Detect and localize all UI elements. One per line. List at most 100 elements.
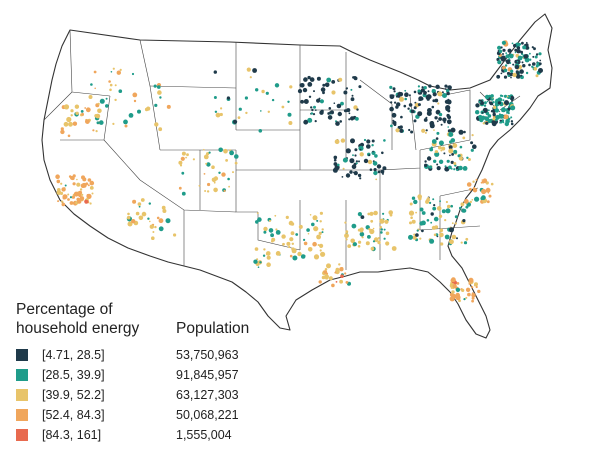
county-dot	[61, 202, 66, 207]
county-dot	[358, 160, 360, 163]
county-dot	[501, 40, 506, 45]
county-dot	[486, 200, 490, 204]
county-dot	[76, 178, 78, 181]
county-dot	[451, 153, 454, 156]
county-dot	[392, 120, 397, 125]
county-dot	[85, 182, 89, 186]
county-dot	[350, 88, 353, 91]
county-dot	[300, 99, 304, 104]
county-dot	[512, 72, 517, 78]
county-dot	[178, 160, 183, 165]
county-dot	[118, 89, 123, 93]
county-dot	[413, 199, 418, 205]
county-dot	[181, 171, 185, 175]
county-dot	[260, 110, 262, 112]
county-dot	[344, 272, 347, 275]
state-boundary	[149, 85, 237, 89]
county-dot	[465, 237, 469, 241]
county-dot	[165, 218, 171, 224]
county-dot	[471, 286, 474, 289]
county-dot	[425, 129, 428, 132]
county-dot	[510, 76, 512, 79]
county-dot	[94, 87, 96, 90]
county-dot	[400, 115, 403, 119]
county-dot	[353, 171, 358, 176]
county-dot	[459, 145, 463, 149]
county-dot	[266, 262, 271, 268]
county-dot	[87, 178, 92, 182]
county-dot	[215, 112, 221, 118]
county-dot	[282, 242, 285, 246]
county-dot	[436, 206, 442, 211]
county-dot	[275, 251, 281, 256]
county-dot	[463, 298, 466, 301]
county-dot	[519, 69, 524, 74]
county-dot	[453, 168, 456, 171]
county-dot	[68, 175, 72, 178]
county-dot	[500, 72, 503, 75]
county-dot	[367, 212, 371, 216]
county-dot	[435, 109, 441, 115]
county-dot	[87, 184, 90, 187]
county-dot	[89, 202, 92, 205]
county-dot	[425, 199, 430, 204]
county-dot	[225, 159, 229, 162]
county-dot	[56, 179, 61, 184]
county-dot	[436, 163, 439, 166]
county-dot	[482, 122, 485, 125]
county-dot	[343, 90, 348, 95]
state-boundary	[439, 89, 471, 140]
county-dot	[312, 113, 316, 116]
county-dot	[307, 117, 313, 123]
county-dot	[158, 127, 163, 132]
county-dot	[526, 41, 528, 44]
county-dot	[485, 121, 489, 125]
county-dot	[441, 209, 446, 214]
county-dot	[423, 86, 427, 90]
county-dot	[153, 84, 157, 88]
county-dot	[85, 107, 91, 113]
county-dot	[372, 150, 374, 153]
county-dot	[421, 86, 424, 89]
county-dot	[149, 220, 151, 223]
county-dot	[501, 119, 505, 123]
county-dot	[501, 107, 506, 113]
county-dot	[397, 94, 401, 98]
county-dot	[538, 52, 542, 56]
county-dot	[132, 199, 137, 204]
county-dot	[382, 212, 385, 215]
county-dot	[204, 190, 207, 192]
county-dot	[311, 222, 315, 227]
county-dot	[138, 205, 141, 208]
county-dot	[351, 164, 357, 169]
county-dot	[419, 207, 424, 212]
county-dot	[259, 261, 262, 264]
county-dot	[361, 236, 364, 239]
county-dot	[350, 97, 355, 102]
county-dot	[154, 103, 158, 107]
county-dot	[494, 101, 497, 103]
county-dot	[112, 67, 115, 70]
county-dot	[500, 46, 503, 49]
county-dot	[274, 214, 277, 217]
county-dot	[331, 80, 336, 84]
county-dot	[535, 53, 539, 56]
county-dot	[287, 100, 290, 104]
county-dot	[133, 99, 137, 103]
county-dot	[377, 237, 380, 239]
county-dot	[442, 117, 447, 122]
county-dot	[358, 240, 362, 244]
county-dot	[487, 109, 490, 112]
county-dot	[435, 152, 438, 155]
county-dot	[385, 231, 390, 236]
county-dot	[303, 241, 308, 246]
county-dot	[308, 95, 312, 99]
county-dot	[520, 50, 523, 54]
county-dot	[320, 109, 324, 113]
county-dot	[322, 83, 326, 87]
county-dot	[374, 154, 378, 158]
county-dot	[352, 154, 354, 157]
county-dot	[114, 98, 117, 102]
county-dot	[411, 219, 416, 224]
county-dot	[450, 127, 456, 133]
